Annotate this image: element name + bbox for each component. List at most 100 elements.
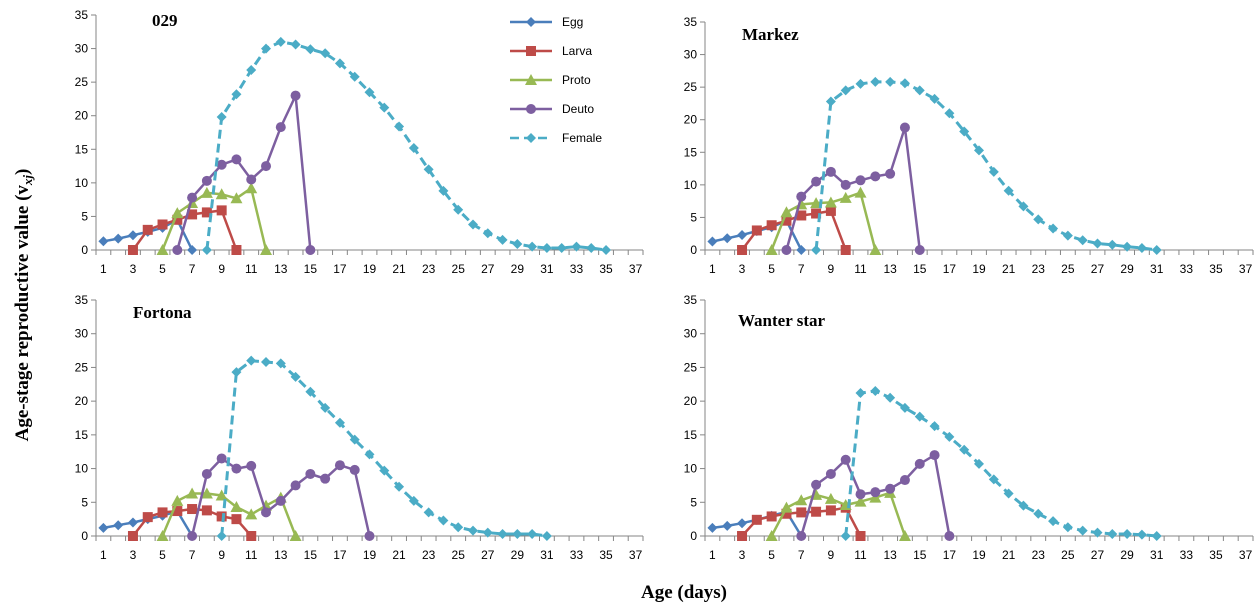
- data-point-proto: [171, 494, 184, 506]
- data-point-female: [1033, 508, 1044, 519]
- data-point-proto: [260, 499, 273, 511]
- data-point-female: [899, 402, 910, 413]
- data-point-female: [334, 417, 345, 428]
- data-point-larva: [187, 504, 198, 515]
- x-tick-label: 7: [189, 548, 196, 562]
- y-tick-label: 35: [75, 8, 89, 22]
- data-point-deuto: [201, 468, 212, 479]
- data-point-female: [959, 126, 970, 137]
- data-point-female: [290, 371, 301, 382]
- x-tick-label: 11: [854, 262, 867, 276]
- data-point-female: [811, 245, 822, 255]
- data-point-larva: [811, 506, 822, 517]
- data-point-female: [944, 108, 955, 119]
- y-tick-label: 5: [690, 495, 697, 509]
- data-point-deuto: [796, 191, 807, 202]
- y-tick-label: 25: [75, 360, 89, 374]
- y-axis-title-main: Age-stage reproductive value (v: [12, 185, 33, 442]
- y-tick-label: 35: [684, 293, 698, 307]
- data-point-larva: [172, 506, 183, 517]
- data-point-female: [512, 528, 523, 539]
- data-point-female: [988, 166, 999, 177]
- data-point-proto: [200, 186, 213, 198]
- data-point-female: [453, 522, 464, 533]
- data-point-female: [840, 531, 851, 541]
- data-point-larva: [751, 225, 762, 236]
- y-tick-label: 10: [75, 176, 89, 190]
- x-tick-label: 5: [159, 262, 166, 276]
- data-point-female: [914, 85, 925, 96]
- x-tick-label: 3: [130, 548, 137, 562]
- x-tick-label: 9: [218, 548, 225, 562]
- data-point-female: [1122, 241, 1133, 252]
- data-point-larva: [216, 205, 227, 216]
- series-line-female: [844, 389, 1157, 538]
- data-point-deuto: [261, 161, 272, 172]
- series-proto: [156, 487, 302, 541]
- data-point-female: [944, 431, 955, 442]
- data-point-deuto: [216, 159, 227, 170]
- data-point-female: [870, 386, 881, 397]
- series-deuto: [781, 122, 925, 255]
- x-tick-label: 33: [570, 262, 584, 276]
- data-point-female: [497, 528, 508, 539]
- data-point-deuto: [944, 531, 955, 541]
- data-point-proto: [765, 244, 778, 255]
- data-point-larva: [216, 511, 227, 522]
- x-tick-label: 3: [130, 262, 137, 276]
- data-point-female: [482, 527, 493, 538]
- x-tick-label: 37: [629, 262, 643, 276]
- data-point-female: [885, 76, 896, 87]
- data-point-deuto: [825, 166, 836, 177]
- data-point-egg: [113, 233, 124, 244]
- data-point-proto: [245, 508, 258, 520]
- data-point-female: [246, 355, 257, 366]
- data-point-deuto: [825, 468, 836, 479]
- data-point-female: [453, 204, 464, 215]
- x-tick-label: 7: [798, 262, 805, 276]
- y-tick-label: 25: [684, 360, 698, 374]
- data-point-larva: [855, 531, 866, 541]
- y-tick-label: 20: [684, 394, 698, 408]
- series-female: [201, 36, 612, 255]
- x-tick-label: 25: [1061, 262, 1075, 276]
- data-point-deuto: [840, 454, 851, 465]
- data-point-deuto: [914, 458, 925, 469]
- data-point-egg: [127, 230, 138, 241]
- x-tick-label: 13: [274, 548, 288, 562]
- y-tick-label: 15: [684, 145, 698, 159]
- data-point-proto: [289, 530, 302, 541]
- data-point-deuto: [811, 479, 822, 490]
- series-deuto: [796, 450, 955, 541]
- x-tick-label: 23: [422, 548, 436, 562]
- data-point-female: [275, 36, 286, 47]
- series-proto: [765, 186, 882, 255]
- x-tick-label: 5: [768, 262, 775, 276]
- data-point-female: [216, 112, 227, 123]
- data-point-deuto: [334, 460, 345, 471]
- data-point-deuto: [855, 489, 866, 500]
- data-point-larva: [231, 245, 242, 255]
- y-tick-label: 20: [684, 113, 698, 127]
- legend-item-larva: Larva: [510, 44, 592, 58]
- data-point-female: [290, 39, 301, 50]
- y-tick-label: 15: [75, 142, 89, 156]
- data-point-female: [467, 219, 478, 230]
- y-tick-label: 0: [81, 529, 88, 543]
- data-point-proto: [898, 530, 911, 541]
- data-point-proto: [230, 192, 243, 204]
- data-point-female: [438, 515, 449, 526]
- data-point-female: [261, 43, 272, 54]
- data-point-female: [216, 531, 227, 541]
- data-point-female: [379, 102, 390, 113]
- data-point-larva: [766, 511, 777, 522]
- data-point-deuto: [290, 90, 301, 101]
- data-point-female: [527, 528, 538, 539]
- x-tick-label: 15: [913, 548, 927, 562]
- x-tick-label: 7: [189, 262, 196, 276]
- data-point-egg: [127, 517, 138, 528]
- x-tick-label: 3: [739, 262, 746, 276]
- data-point-larva: [157, 507, 168, 518]
